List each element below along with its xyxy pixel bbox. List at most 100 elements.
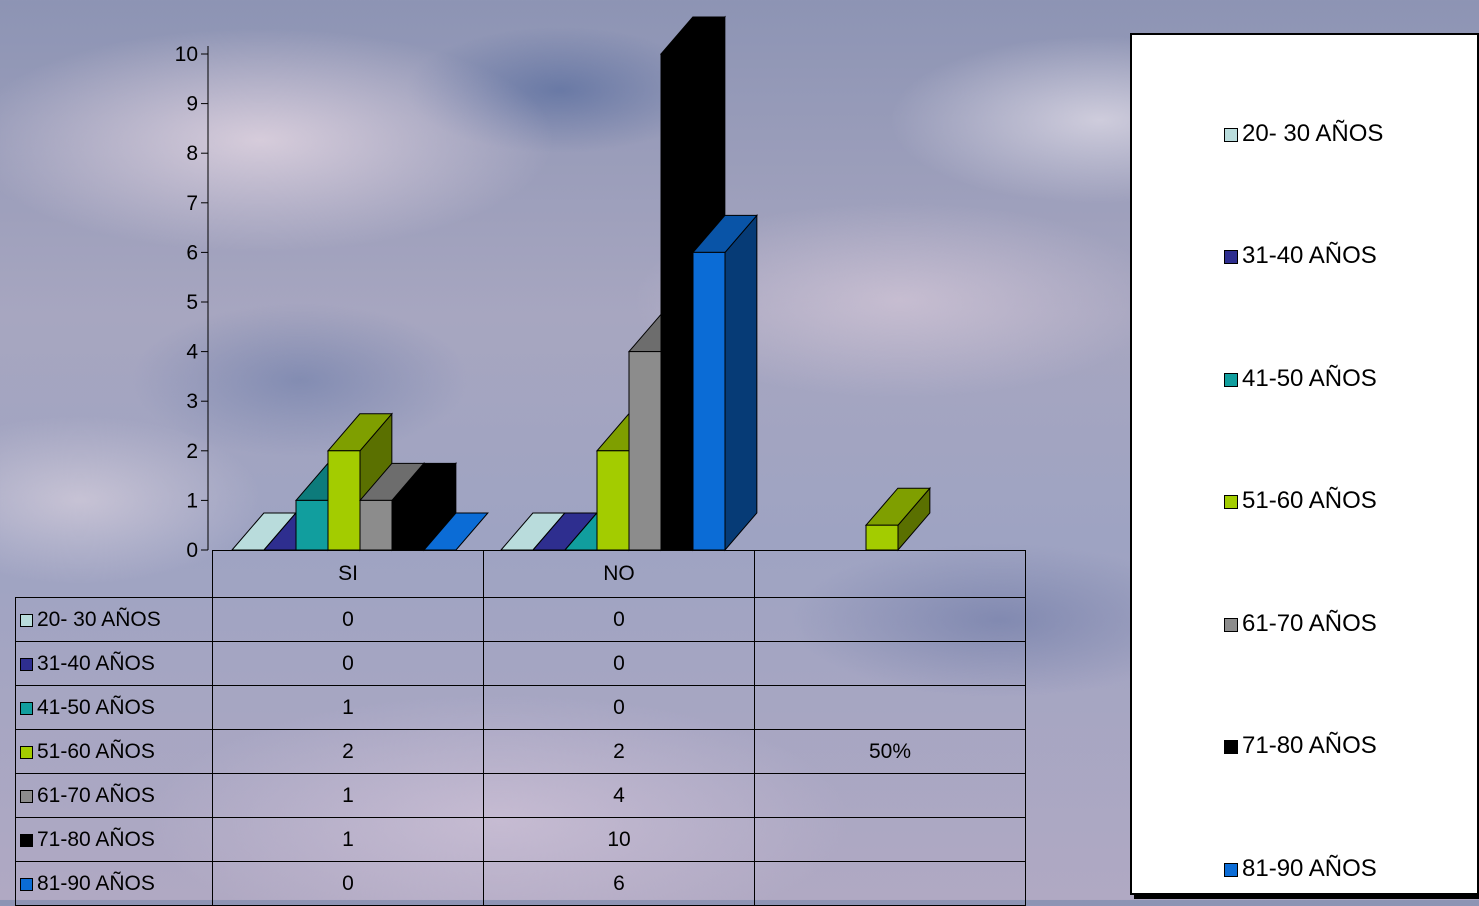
table-header-third — [754, 550, 1026, 598]
table-cell: 1 — [212, 773, 484, 818]
bar — [660, 53, 694, 551]
legend-label: 51-60 AÑOS — [1242, 487, 1377, 514]
y-tick-label: 8 — [186, 142, 198, 165]
table-header-si: SI — [212, 550, 484, 598]
table-row-label: 81-90 AÑOS — [15, 861, 213, 906]
table-cell: 0 — [212, 861, 484, 906]
legend-swatch-icon — [1224, 863, 1238, 877]
table-row: 51-60 AÑOS 2 2 50% — [15, 729, 1026, 774]
table-row-label: 61-70 AÑOS — [15, 773, 213, 818]
chart-legend: 20- 30 AÑOS 31-40 AÑOS 41-50 AÑOS 51-60 … — [1130, 33, 1479, 895]
table-row-label: 71-80 AÑOS — [15, 817, 213, 862]
legend-swatch-icon — [1224, 373, 1238, 387]
legend-swatch-icon — [20, 877, 33, 891]
table-row: 20- 30 AÑOS 0 0 — [15, 597, 1026, 642]
legend-swatch-icon — [20, 613, 33, 627]
bars — [230, 15, 931, 552]
table-cell: 4 — [483, 773, 755, 818]
legend-item: 61-70 AÑOS — [1224, 610, 1377, 638]
data-table: SI NO 20- 30 AÑOS 0 0 31-40 AÑOS 0 0 41-… — [15, 550, 1026, 906]
bar — [596, 450, 630, 551]
table-row: 71-80 AÑOS 1 10 — [15, 817, 1026, 862]
table-cell: 0 — [212, 641, 484, 686]
legend-label: 81-90 AÑOS — [1242, 855, 1377, 882]
table-cell: 1 — [212, 817, 484, 862]
bar — [628, 351, 662, 551]
table-cell — [754, 597, 1026, 642]
legend-swatch-icon — [1224, 618, 1238, 632]
table-row-label: 20- 30 AÑOS — [15, 597, 213, 642]
legend-swatch-icon — [1224, 740, 1238, 754]
legend-swatch-icon — [1224, 250, 1238, 264]
y-tick-label: 6 — [186, 241, 198, 264]
legend-item: 51-60 AÑOS — [1224, 487, 1377, 515]
legend-swatch-icon — [20, 833, 33, 847]
table-cell: 0 — [483, 641, 755, 686]
legend-swatch-icon — [20, 745, 33, 759]
legend-item: 20- 30 AÑOS — [1224, 120, 1383, 148]
bar-side — [724, 214, 758, 552]
legend-swatch-icon — [1224, 128, 1238, 142]
table-cell — [754, 861, 1026, 906]
row-label-text: 61-70 AÑOS — [37, 783, 155, 807]
bar — [692, 251, 726, 551]
legend-label: 61-70 AÑOS — [1242, 610, 1377, 637]
table-cell: 10 — [483, 817, 755, 862]
table-row: 81-90 AÑOS 0 6 — [15, 861, 1026, 906]
legend-label: 71-80 AÑOS — [1242, 732, 1377, 759]
table-corner — [15, 550, 213, 598]
row-label-text: 71-80 AÑOS — [37, 827, 155, 851]
table-cell — [754, 773, 1026, 818]
table-cell — [754, 685, 1026, 730]
legend-item: 41-50 AÑOS — [1224, 365, 1377, 393]
table-row: 31-40 AÑOS 0 0 — [15, 641, 1026, 686]
row-label-text: 81-90 AÑOS — [37, 871, 155, 895]
table-cell — [754, 641, 1026, 686]
y-tick-label: 3 — [186, 390, 198, 413]
bar — [391, 499, 425, 551]
y-tick-label: 5 — [186, 291, 198, 314]
table-row-label: 51-60 AÑOS — [15, 729, 213, 774]
row-label-text: 51-60 AÑOS — [37, 739, 155, 763]
legend-item: 71-80 AÑOS — [1224, 732, 1377, 760]
table-row: 41-50 AÑOS 1 0 — [15, 685, 1026, 730]
table-cell: 2 — [212, 729, 484, 774]
legend-swatch-icon — [20, 789, 33, 803]
y-tick-label: 4 — [186, 341, 198, 364]
table-cell: 1 — [212, 685, 484, 730]
table-cell: 6 — [483, 861, 755, 906]
legend-label: 41-50 AÑOS — [1242, 365, 1377, 392]
bar — [327, 450, 361, 551]
bar — [865, 524, 899, 551]
table-header-row: SI NO — [15, 550, 1026, 598]
table-cell — [754, 817, 1026, 862]
legend-swatch-icon — [20, 657, 33, 671]
table-cell: 50% — [754, 729, 1026, 774]
table-row-label: 41-50 AÑOS — [15, 685, 213, 730]
y-tick-label: 9 — [186, 93, 198, 116]
y-tick-label: 1 — [186, 489, 198, 512]
table-row: 61-70 AÑOS 1 4 — [15, 773, 1026, 818]
row-label-text: 20- 30 AÑOS — [37, 607, 161, 631]
y-tick-label: 2 — [186, 440, 198, 463]
y-tick-label: 7 — [186, 192, 198, 215]
table-cell: 0 — [483, 685, 755, 730]
table-cell: 0 — [483, 597, 755, 642]
legend-label: 31-40 AÑOS — [1242, 242, 1377, 269]
row-label-text: 41-50 AÑOS — [37, 695, 155, 719]
legend-swatch-icon — [1224, 495, 1238, 509]
legend-item: 31-40 AÑOS — [1224, 242, 1377, 270]
row-label-text: 31-40 AÑOS — [37, 651, 155, 675]
legend-label: 20- 30 AÑOS — [1242, 120, 1384, 147]
table-cell: 2 — [483, 729, 755, 774]
table-cell: 0 — [212, 597, 484, 642]
legend-swatch-icon — [20, 701, 33, 715]
bar — [295, 499, 329, 551]
table-header-no: NO — [483, 550, 755, 598]
y-tick-label: 10 — [175, 43, 198, 66]
bar — [359, 499, 393, 551]
legend-item: 81-90 AÑOS — [1224, 855, 1377, 883]
table-row-label: 31-40 AÑOS — [15, 641, 213, 686]
